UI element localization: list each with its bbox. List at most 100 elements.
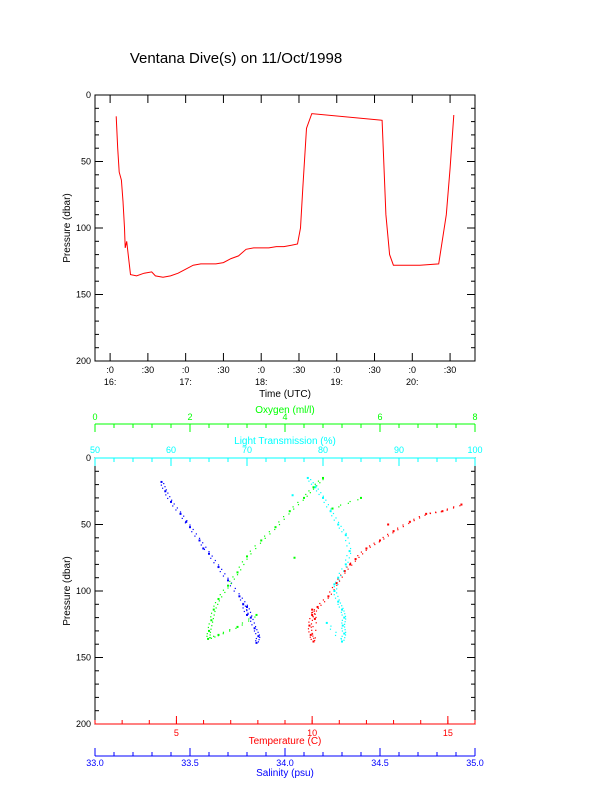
series-oxygen xyxy=(206,476,362,640)
data-point-fill xyxy=(402,525,404,528)
axis-tick-label: 2 xyxy=(187,412,192,422)
data-point xyxy=(408,520,411,523)
data-point-fill xyxy=(200,544,202,546)
data-point-fill xyxy=(344,572,346,574)
page-title: Ventana Dive(s) on 11/Oct/1998 xyxy=(129,50,343,67)
data-point xyxy=(441,510,444,513)
data-point-fill xyxy=(215,607,217,609)
data-point-fill xyxy=(309,492,311,494)
data-point-fill xyxy=(310,623,313,625)
data-point-fill xyxy=(338,527,340,529)
data-point xyxy=(327,595,330,598)
data-point xyxy=(160,480,163,483)
data-point xyxy=(274,526,277,529)
data-point-fill xyxy=(337,603,339,605)
data-point-fill xyxy=(249,611,252,613)
data-point xyxy=(309,633,312,636)
data-point-fill xyxy=(233,590,235,592)
data-point-fill xyxy=(309,636,311,638)
x-tick-label-hour: 19: xyxy=(330,377,343,387)
data-point-fill xyxy=(341,576,343,578)
series-light-transmission xyxy=(291,476,352,643)
data-point-fill xyxy=(254,625,257,628)
data-point-fill xyxy=(323,501,325,504)
data-point-fill xyxy=(339,602,342,604)
data-point xyxy=(341,608,343,611)
data-point-fill xyxy=(346,555,348,557)
data-point-fill xyxy=(314,613,316,615)
data-point xyxy=(322,496,324,499)
data-point xyxy=(179,512,182,515)
data-point-fill xyxy=(244,601,246,603)
data-point xyxy=(392,530,395,533)
data-point-fill xyxy=(310,483,313,485)
data-point-fill xyxy=(222,575,225,577)
data-point-fill xyxy=(329,591,331,593)
data-point xyxy=(335,582,338,585)
data-point-fill xyxy=(315,610,318,612)
data-point-fill xyxy=(250,553,252,555)
x-tick-label-minute: :0 xyxy=(257,365,265,375)
data-point-fill xyxy=(330,508,332,510)
data-point-fill xyxy=(362,553,364,555)
data-point xyxy=(238,595,241,598)
data-point-fill xyxy=(317,488,319,490)
data-point-fill xyxy=(206,635,208,637)
data-point-fill xyxy=(311,612,313,614)
data-point-fill xyxy=(453,506,455,508)
data-point-fill xyxy=(311,629,313,631)
data-point xyxy=(217,633,220,636)
data-point-fill xyxy=(249,550,251,552)
data-point-fill xyxy=(336,588,338,590)
data-point-fill xyxy=(446,508,448,510)
profile-pressure-axis-label: Pressure (dbar) xyxy=(62,556,73,625)
data-point-fill xyxy=(310,638,312,641)
data-point xyxy=(255,613,258,616)
data-point-fill xyxy=(234,587,236,590)
data-point-fill xyxy=(373,542,375,544)
data-point xyxy=(360,496,362,499)
data-point-fill xyxy=(333,519,335,521)
data-point xyxy=(343,570,346,573)
data-point-fill xyxy=(209,634,211,636)
data-point-fill xyxy=(248,620,250,622)
data-point-fill xyxy=(408,522,410,525)
data-point-fill xyxy=(251,624,253,626)
data-point-fill xyxy=(194,535,196,537)
transmission-axis-label: Light Transmission (%) xyxy=(234,436,336,447)
data-point-fill xyxy=(335,631,337,633)
data-point-fill xyxy=(227,587,229,589)
data-point-fill xyxy=(340,504,342,506)
data-point xyxy=(291,494,294,497)
data-point-fill xyxy=(319,602,321,605)
axis-tick-label: 10 xyxy=(307,728,317,738)
data-point-fill xyxy=(335,517,337,519)
data-point-fill xyxy=(343,639,345,641)
data-point-fill xyxy=(241,622,244,624)
data-point-fill xyxy=(334,597,337,599)
data-point-fill xyxy=(259,636,261,639)
data-point-fill xyxy=(413,520,415,522)
time-series-x-axis: :0 16::30:0 17::30:0 18::30:0 19::30:0 20::30 xyxy=(104,95,456,387)
data-point-fill xyxy=(387,533,389,535)
data-point-fill xyxy=(222,631,225,633)
data-point xyxy=(210,619,213,622)
data-point-fill xyxy=(397,527,399,529)
data-point-fill xyxy=(337,521,340,523)
data-point-fill xyxy=(211,621,214,623)
data-point-fill xyxy=(402,524,404,526)
data-point-fill xyxy=(246,558,248,560)
data-point-fill xyxy=(317,607,319,609)
data-point-fill xyxy=(219,570,221,573)
axis-tick-label: 5 xyxy=(174,728,179,738)
pressure-axis-label: Pressure (dbar) xyxy=(62,193,73,262)
axis-tick-label: 35.0 xyxy=(466,758,484,768)
data-point-fill xyxy=(255,633,257,635)
axis-tick-label: 4 xyxy=(282,412,287,422)
data-point-fill xyxy=(347,502,349,504)
x-tick-label-hour: 16: xyxy=(104,377,117,387)
data-point-fill xyxy=(191,531,193,533)
